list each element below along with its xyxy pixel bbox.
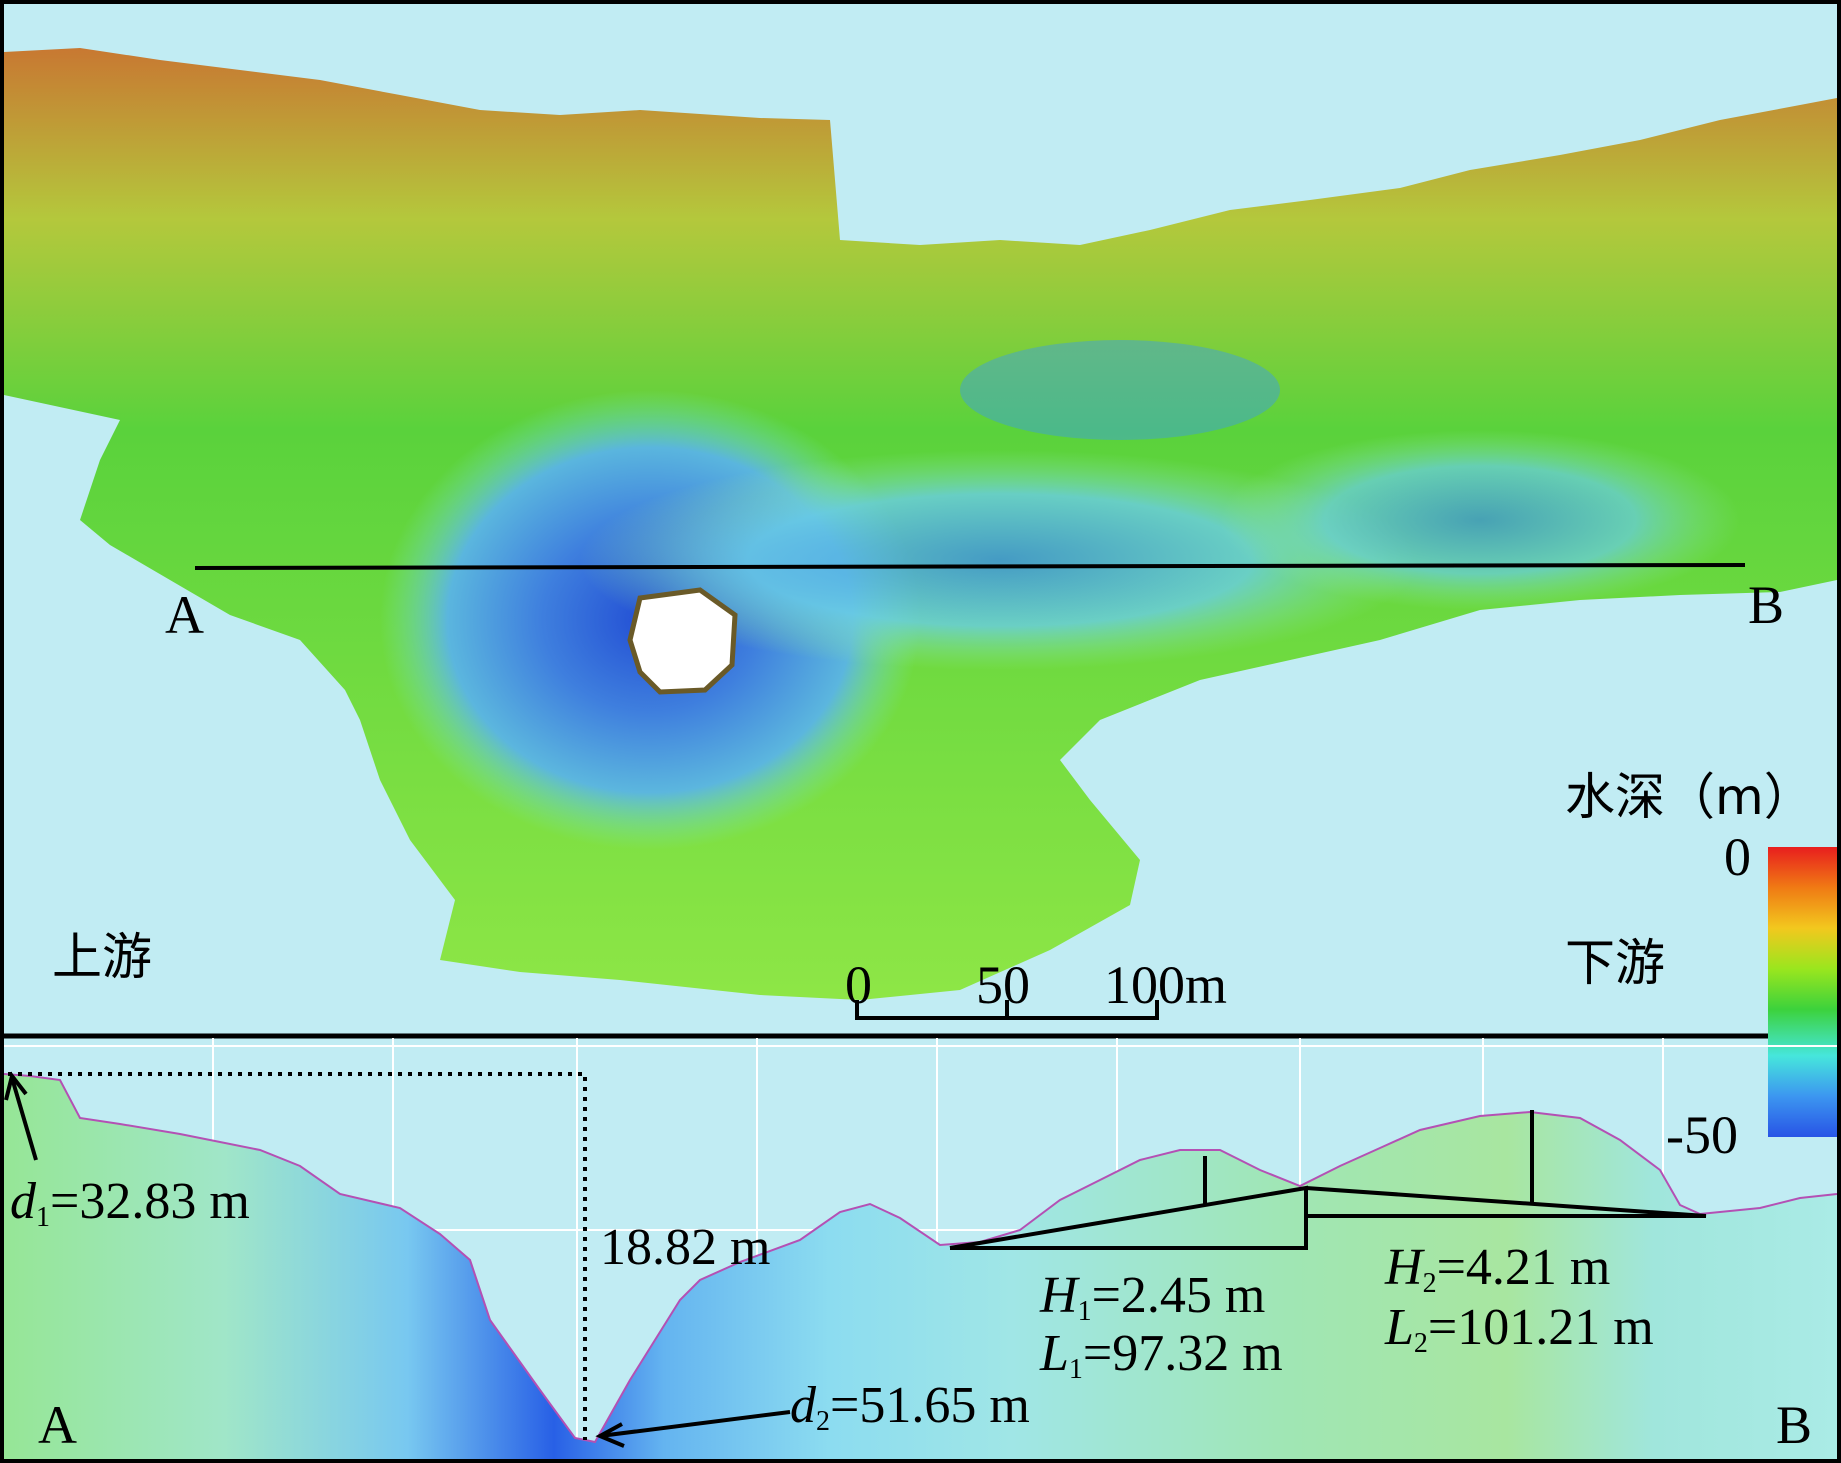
l1-subscript: 1 [1068,1354,1083,1385]
d2-variable: d [790,1377,816,1434]
l2-variable: L [1385,1299,1414,1356]
l1-value: =97.32 m [1082,1325,1283,1382]
h1-annotation: H1=2.45 m [1040,1270,1265,1326]
h2-value: =4.21 m [1436,1239,1611,1296]
bank-channel-zone [960,340,1280,440]
downstream-label: 下游 [1565,934,1665,992]
scale-label-0: 0 [845,955,872,1015]
profile-fill [4,1074,1837,1459]
l2-value: =101.21 m [1427,1299,1654,1356]
d2-subscript: 2 [816,1406,830,1437]
h1-value: =2.45 m [1091,1267,1266,1324]
profile-panel [4,1038,1837,1459]
l2-annotation: L2=101.21 m [1385,1302,1654,1358]
l2-subscript: 2 [1413,1328,1428,1359]
d1-value: =32.83 m [50,1173,250,1230]
map-point-a-label: A [165,585,204,645]
depth-difference-annotation: 18.82 m [600,1219,771,1276]
profile-point-a-label: A [38,1395,77,1455]
scale-label-50: 50 [976,955,1030,1015]
h1-subscript: 1 [1077,1296,1092,1327]
d2-value: =51.65 m [830,1377,1030,1434]
h2-variable: H [1385,1239,1423,1296]
channel-deep-zone [580,450,1420,670]
d2-arrow [595,1410,791,1448]
downstream-deep-zone [1220,430,1740,610]
legend-max-label: 0 [1724,827,1751,887]
d1-reference-line [8,1072,587,1440]
profile-point-b-label: B [1776,1395,1813,1455]
d1-subscript: 1 [36,1202,50,1233]
h2-subscript: 2 [1422,1268,1437,1299]
h2-annotation: H2=4.21 m [1385,1242,1610,1298]
scale-label-100m: 100m [1104,955,1228,1015]
d1-arrow [4,1071,38,1161]
d1-variable: d [10,1173,36,1230]
l1-variable: L [1040,1325,1069,1382]
dune2-triangle [1305,1186,1707,1218]
upstream-label: 上游 [52,928,152,986]
pier-void [627,587,738,695]
legend-min-label: -50 [1666,1105,1738,1165]
d2-annotation: d2=51.65 m [790,1380,1030,1436]
map-point-b-label: B [1748,575,1785,635]
scale-bar [855,1000,1159,1020]
h1-variable: H [1040,1267,1078,1324]
l1-annotation: L1=97.32 m [1040,1328,1283,1384]
legend-title: 水深（m） [1565,768,1814,826]
d1-annotation: d1=32.83 m [10,1176,250,1232]
legend-color-bar [1768,847,1837,1137]
section-line-ab [194,563,1746,570]
profile-line [4,1073,1837,1444]
